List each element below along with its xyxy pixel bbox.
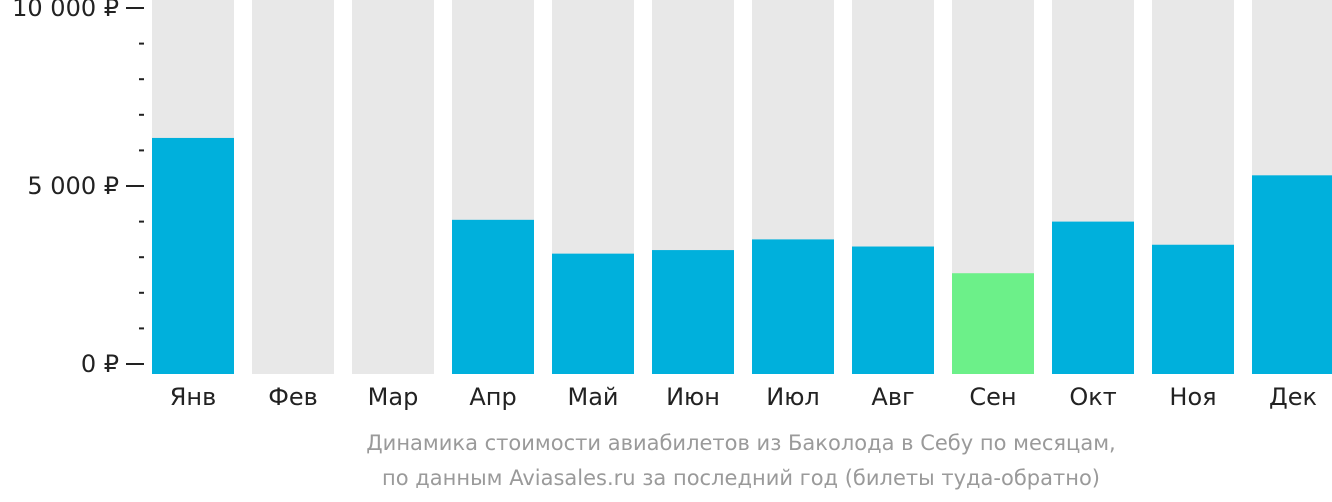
bar-10 — [1152, 244, 1234, 374]
bar-0 — [152, 137, 234, 374]
background-bar-2 — [352, 0, 434, 374]
y-tick-label: 5 000 ₽ — [27, 172, 119, 200]
bar-9 — [1052, 221, 1134, 374]
x-tick-label: Сен — [969, 383, 1016, 411]
chart-caption-line-2: по данным Aviasales.ru за последний год … — [382, 466, 1100, 490]
value-bars — [152, 137, 1332, 374]
bar-7 — [852, 246, 934, 374]
bar-6 — [752, 239, 834, 374]
bar-4 — [552, 253, 634, 374]
bar-3 — [452, 219, 534, 374]
x-tick-label: Май — [567, 383, 618, 411]
background-bar-1 — [252, 0, 334, 374]
bar-5 — [652, 250, 734, 374]
y-tick-label: 10 000 ₽ — [12, 0, 119, 22]
x-tick-label: Июн — [666, 383, 720, 411]
x-tick-label: Фев — [268, 383, 318, 411]
x-tick-label: Авг — [871, 383, 914, 411]
bar-11 — [1252, 175, 1332, 374]
x-tick-label: Июл — [766, 383, 820, 411]
bar-chart: 0 ₽ 5 000 ₽ 10 000 ₽ Янв Фев Мар Апр Май Июн Июл… — [12, 0, 1332, 411]
y-tick-label: 0 ₽ — [81, 350, 119, 378]
x-tick-label: Ноя — [1169, 383, 1216, 411]
x-tick-label: Апр — [469, 383, 516, 411]
x-tick-label: Янв — [170, 383, 217, 411]
x-tick-label: Дек — [1269, 383, 1317, 411]
chart-caption-line-1: Динамика стоимости авиабилетов из Баколо… — [366, 431, 1116, 455]
y-axis: 0 ₽ 5 000 ₽ 10 000 ₽ — [12, 0, 144, 378]
bar-8 — [952, 273, 1034, 374]
x-axis-labels: Янв Фев Мар Апр Май Июн Июл Авг Сен Окт Ноя Дек — [170, 383, 1317, 411]
x-tick-label: Окт — [1069, 383, 1116, 411]
x-tick-label: Мар — [368, 383, 419, 411]
